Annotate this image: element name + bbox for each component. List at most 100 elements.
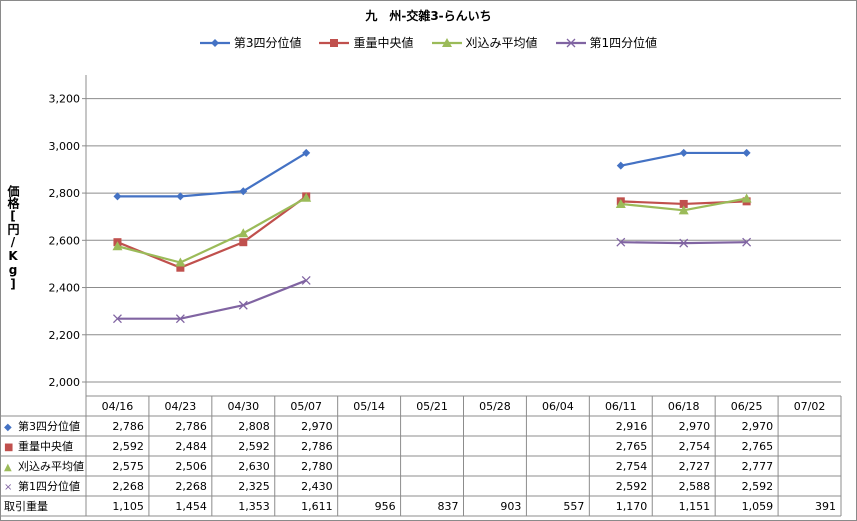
- data-label: 2,765: [616, 440, 648, 453]
- data-label: 2,754: [679, 440, 711, 453]
- data-label: 2,777: [742, 460, 774, 473]
- x-tick-label: 05/28: [479, 400, 511, 413]
- x-tick-label: 05/14: [353, 400, 385, 413]
- x-tick-label: 07/02: [794, 400, 826, 413]
- legend-item: 重量中央値: [319, 34, 414, 51]
- data-point: [238, 300, 248, 310]
- y-tick-label: 2,200: [49, 329, 81, 342]
- data-label: 2,727: [679, 460, 711, 473]
- data-label: 2,630: [238, 460, 270, 473]
- x-tick-label: 05/07: [290, 400, 322, 413]
- data-point: [615, 198, 626, 208]
- table-row-label: 取引重量: [4, 499, 48, 513]
- data-point: [176, 192, 185, 201]
- data-point: [176, 263, 185, 272]
- series-line: [117, 195, 307, 269]
- data-label: 2,592: [616, 480, 648, 493]
- legend-swatch: [431, 37, 462, 47]
- legend-item: 第3四分位値: [199, 34, 302, 51]
- table-row-label: 第1四分位値: [18, 479, 80, 493]
- data-point: [616, 161, 625, 170]
- series-line: [117, 151, 307, 198]
- legend: 第3四分位値 重量中央値 刈込み平均値 第1四分位値: [0, 34, 857, 51]
- y-tick-label: 2,000: [49, 376, 81, 389]
- legend-item: 刈込み平均値: [431, 34, 538, 51]
- x-tick-label: 04/23: [165, 400, 197, 413]
- legend-key-glyph: ×: [4, 482, 12, 493]
- data-label: 2,780: [301, 460, 333, 473]
- legend-swatch: [319, 38, 350, 47]
- x-tick-label: 06/04: [542, 400, 574, 413]
- legend-item: 第1四分位値: [555, 34, 658, 51]
- data-label: 837: [438, 500, 459, 513]
- data-label: 2,588: [679, 480, 711, 493]
- legend-swatch: [555, 38, 586, 47]
- data-label: 2,970: [301, 420, 333, 433]
- series-line: [117, 279, 307, 320]
- data-label: 2,786: [301, 440, 333, 453]
- data-label: 2,754: [616, 460, 648, 473]
- x-tick-label: 06/18: [668, 400, 700, 413]
- data-label: 2,325: [238, 480, 270, 493]
- series-line: [117, 196, 307, 264]
- data-label: 2,786: [112, 420, 144, 433]
- y-tick-label: 2,600: [49, 234, 81, 247]
- data-label: 1,105: [112, 500, 144, 513]
- y-tick-label: 3,000: [49, 140, 81, 153]
- data-point: [239, 238, 248, 247]
- table-row-label: 第3四分位値: [18, 419, 80, 433]
- x-tick-label: 04/30: [227, 400, 259, 413]
- data-label: 2,970: [742, 420, 774, 433]
- data-label: 1,059: [742, 500, 774, 513]
- y-tick-label: 2,400: [49, 282, 81, 295]
- data-label: 391: [815, 500, 836, 513]
- x-tick-label: 06/25: [731, 400, 763, 413]
- data-point: [679, 199, 688, 208]
- data-point: [302, 148, 311, 157]
- data-point: [678, 205, 689, 215]
- legend-key-glyph: ◆: [4, 422, 12, 433]
- data-point: [112, 314, 122, 324]
- data-point: [301, 192, 312, 202]
- x-tick-label: 05/21: [416, 400, 448, 413]
- data-point: [239, 187, 248, 196]
- data-label: 1,353: [238, 500, 270, 513]
- data-label: 557: [563, 500, 584, 513]
- legend-key-glyph: ▲: [4, 462, 12, 473]
- data-point: [175, 314, 185, 324]
- x-tick-label: 04/16: [102, 400, 134, 413]
- data-label: 1,454: [175, 500, 207, 513]
- data-label: 2,592: [742, 480, 774, 493]
- table-row-label: 重量中央値: [18, 439, 73, 453]
- legend-swatch: [199, 38, 230, 47]
- data-point: [742, 148, 751, 157]
- y-tick-label: 3,200: [49, 93, 81, 106]
- legend-label: 刈込み平均値: [465, 36, 538, 50]
- data-label: 2,575: [112, 460, 144, 473]
- data-label: 2,970: [679, 420, 711, 433]
- data-point: [301, 275, 311, 285]
- data-label: 2,506: [175, 460, 207, 473]
- data-label: 1,170: [616, 500, 648, 513]
- data-label: 2,786: [175, 420, 207, 433]
- legend-key-glyph: ■: [4, 442, 13, 453]
- data-label: 2,592: [112, 440, 144, 453]
- data-label: 2,592: [238, 440, 270, 453]
- data-point: [175, 257, 186, 267]
- data-label: 2,808: [238, 420, 270, 433]
- legend-label: 第3四分位値: [233, 36, 302, 50]
- y-tick-label: 2,800: [49, 187, 81, 200]
- data-label: 1,611: [301, 500, 333, 513]
- data-point: [679, 148, 688, 157]
- legend-label: 第1四分位値: [589, 36, 658, 50]
- data-label: 903: [500, 500, 521, 513]
- data-label: 2,765: [742, 440, 774, 453]
- data-point: [616, 237, 626, 247]
- data-label: 2,268: [175, 480, 207, 493]
- data-label: 956: [375, 500, 396, 513]
- data-point: [112, 241, 123, 251]
- data-label: 1,151: [679, 500, 711, 513]
- data-point: [679, 238, 689, 248]
